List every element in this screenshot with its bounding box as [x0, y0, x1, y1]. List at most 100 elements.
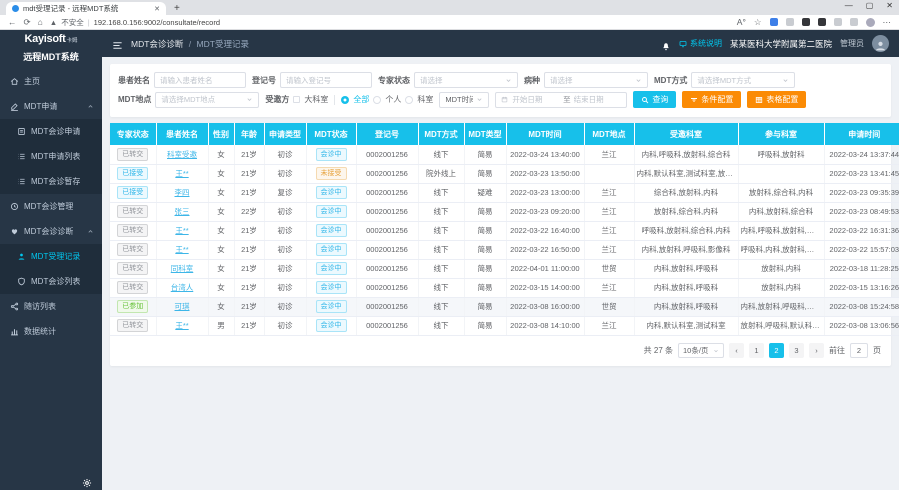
filter-row-1: 患者姓名 请输入患者姓名 登记号 请输入登记号 专家状态 请选择 病种 请选择 MDT方式 请选择… — [118, 72, 883, 88]
url-field[interactable]: ▲ 不安全 | 192.168.0.156:9002/consultate/re… — [49, 17, 221, 27]
condition-config-button[interactable]: 条件配置 — [682, 91, 742, 108]
time-type-select[interactable]: MDT时间 — [439, 91, 490, 108]
sidebar-item-home[interactable]: 主页 — [0, 69, 102, 94]
window-minimize-button[interactable]: — — [844, 1, 853, 10]
sidebar-item-mdt-apply-list[interactable]: MDT申请列表 — [0, 144, 102, 169]
search-button[interactable]: 查询 — [633, 91, 677, 108]
breadcrumb-parent[interactable]: MDT会诊诊断 — [131, 38, 184, 49]
sidebar-item-mdt-consult-draft[interactable]: MDT会诊暂存 — [0, 169, 102, 194]
cell-expert_status: 已转交 — [110, 202, 157, 222]
register-no-input[interactable]: 请输入登记号 — [280, 72, 372, 88]
radio-personal-label[interactable]: 个人 — [385, 95, 402, 104]
back-icon[interactable]: ← — [8, 17, 17, 27]
cell-expert_status: 已转交 — [110, 278, 157, 298]
collapse-menu-icon[interactable] — [112, 38, 123, 49]
cell-mdt_type: 简易 — [464, 259, 507, 279]
sidebar-item-followup-list[interactable]: 随访列表 — [0, 294, 102, 319]
radio-dept-label[interactable]: 科室 — [417, 95, 434, 104]
cell-invited_depts: 内科,放射科,呼吸科 — [634, 278, 739, 298]
cell-location: 兰江 — [584, 316, 635, 336]
sidebar-item-mdt-consult-list[interactable]: MDT会诊列表 — [0, 269, 102, 294]
window-maximize-button[interactable]: ▢ — [865, 1, 874, 10]
mdt-mode-select[interactable]: 请选择MDT方式 — [691, 72, 796, 88]
patient-name-link[interactable]: 李四 — [174, 188, 190, 197]
cell-invited_depts: 内科,放射科,呼吸科,影像科 — [634, 240, 739, 260]
cell-mdt_time: 2022-03-23 13:00:00 — [506, 183, 585, 203]
refresh-icon[interactable]: ⟳ — [23, 16, 31, 27]
cell-reg_no: 0002001256 — [356, 145, 419, 165]
more-menu-icon[interactable]: ⋯ — [882, 16, 892, 27]
radio-dept[interactable] — [405, 95, 414, 104]
big-dept-checkbox-label[interactable]: 大科室 — [304, 95, 329, 104]
sidebar-item-mdt-consult-apply[interactable]: MDT会诊申请 — [0, 119, 102, 144]
system-help-link[interactable]: 系统说明 — [679, 38, 722, 49]
table-config-button[interactable]: 表格配置 — [747, 91, 807, 108]
read-aloud-icon[interactable]: A° — [736, 17, 746, 27]
end-date-placeholder: 结束日期 — [573, 95, 604, 104]
sidebar-item-data-statistics[interactable]: 数据统计 — [0, 319, 102, 344]
patient-name-link[interactable]: 王** — [175, 321, 189, 330]
new-tab-button[interactable]: + — [174, 3, 180, 14]
sidebar-item-mdt-apply[interactable]: MDT申请 — [0, 94, 102, 119]
patient-name-link[interactable]: 王** — [175, 245, 189, 254]
patient-name-link[interactable]: 王** — [175, 226, 189, 235]
browser-tab[interactable]: mdt受理记录 - 远程MDT系统 ✕ — [6, 2, 166, 15]
prev-page-button[interactable]: ‹ — [729, 342, 744, 358]
page-size-select[interactable]: 10条/页 — [678, 342, 724, 358]
table-row: 已参加 可琪女 21岁 初诊 会诊中 0002001256 线下 简易 2022-03-08 1… — [110, 297, 899, 317]
sidebar-item-mdt-accept-record[interactable]: MDT受理记录 — [0, 244, 102, 269]
cell-location: 兰江 — [584, 202, 635, 222]
browser-profile-avatar[interactable] — [865, 17, 875, 27]
home-nav-icon[interactable]: ⌂ — [37, 17, 43, 27]
page-button-2[interactable]: 2 — [769, 342, 784, 358]
cell-mdt_type: 简易 — [464, 221, 507, 241]
sidebar-item-label: MDT会诊列表 — [31, 277, 81, 286]
extension-icon[interactable] — [785, 18, 794, 26]
breadcrumb-current: MDT受理记录 — [196, 38, 249, 49]
patient-name-link[interactable]: 同科室 — [170, 264, 194, 273]
collections-icon[interactable] — [849, 18, 858, 26]
user-avatar[interactable] — [872, 35, 889, 52]
notification-bell-icon[interactable] — [661, 39, 671, 50]
list-icon — [17, 152, 26, 161]
cell-mdt_type: 简易 — [464, 278, 507, 298]
goto-page-input[interactable]: 2 — [850, 342, 868, 358]
expert_status-badge: 已转交 — [117, 262, 149, 275]
cell-apply_type: 初诊 — [264, 221, 307, 241]
cell-gender: 女 — [208, 221, 235, 241]
chevron-down-icon — [505, 77, 512, 84]
extension-icon[interactable] — [801, 18, 810, 26]
date-range-picker[interactable]: 开始日期 至 结束日期 — [495, 91, 628, 108]
patient-name-link[interactable]: 台湾人 — [170, 283, 194, 292]
security-label: 不安全 — [61, 17, 84, 27]
patient-name-link[interactable]: 王** — [175, 169, 189, 178]
sidebar-item-mdt-consult-diagnosis[interactable]: MDT会诊诊断 — [0, 219, 102, 244]
radio-all[interactable] — [341, 95, 350, 104]
sidebar-item-label: MDT申请列表 — [31, 152, 81, 161]
settings-gear-icon[interactable] — [82, 475, 92, 488]
disease-select[interactable]: 请选择 — [544, 72, 648, 88]
page-button-1[interactable]: 1 — [749, 342, 764, 358]
window-close-button[interactable]: ✕ — [886, 1, 893, 10]
split-screen-icon[interactable] — [833, 18, 842, 26]
patient-name-link[interactable]: 科室受邀 — [167, 149, 197, 159]
cell-apply_time: 2022-03-22 15:57:03 — [824, 240, 899, 260]
page-button-3[interactable]: 3 — [789, 342, 804, 358]
mdt-location-select[interactable]: 请选择MDT地点 — [155, 91, 260, 108]
extension-icon[interactable] — [817, 18, 826, 26]
patient-name-link[interactable]: 可琪 — [174, 302, 190, 311]
cell-age: 21岁 — [234, 164, 265, 184]
next-page-button[interactable]: › — [809, 342, 824, 358]
radio-personal[interactable] — [373, 95, 382, 104]
expert-status-select[interactable]: 请选择 — [414, 72, 518, 88]
patient-name-link[interactable]: 张三 — [174, 207, 190, 216]
cell-apply_type: 初诊 — [264, 240, 307, 260]
extension-icon[interactable] — [769, 18, 778, 26]
patient-name-input[interactable]: 请输入患者姓名 — [154, 72, 246, 88]
tab-close-icon[interactable]: ✕ — [154, 5, 160, 13]
radio-all-label[interactable]: 全部 — [353, 95, 370, 104]
big-dept-checkbox[interactable] — [293, 96, 301, 103]
cell-mdt_mode: 线下 — [418, 297, 465, 317]
sidebar-item-mdt-consult-manage[interactable]: MDT会诊管理 — [0, 194, 102, 219]
favorite-star-icon[interactable]: ☆ — [753, 16, 762, 27]
